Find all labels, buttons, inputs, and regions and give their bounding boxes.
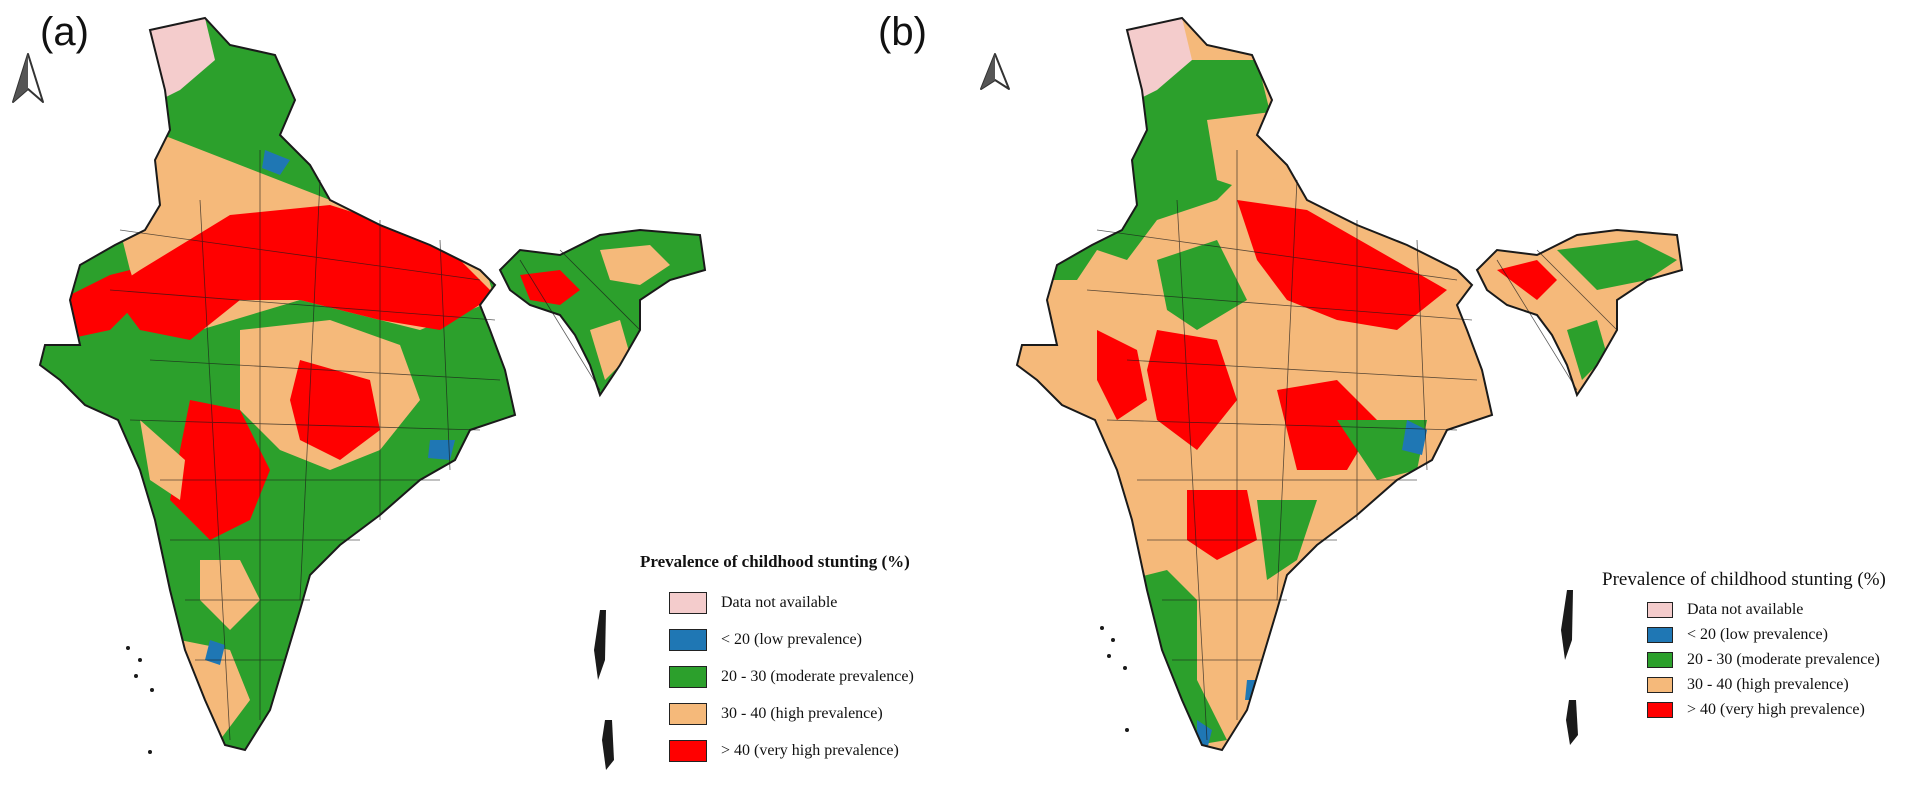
legend: Prevalence of childhood stunting (%) Dat… — [1602, 569, 1886, 722]
legend-label: 30 - 40 (high prevalence) — [721, 704, 883, 722]
north-arrow-icon — [12, 53, 44, 103]
india-district-map-b — [1016, 17, 1683, 751]
panel-label: (a) — [40, 10, 89, 54]
legend-item-low: < 20 (low prevalence) — [669, 621, 914, 658]
legend-swatch — [669, 739, 707, 762]
north-arrow-icon — [980, 53, 1010, 90]
legend-item-high: 30 - 40 (high prevalence) — [1647, 672, 1886, 697]
islands-b — [1100, 590, 1578, 745]
legend-swatch — [1647, 651, 1673, 668]
legend-label: 20 - 30 (moderate prevalence) — [721, 667, 914, 685]
legend-item-moderate: 20 - 30 (moderate prevalence) — [1647, 647, 1886, 672]
legend-item-na: Data not available — [669, 584, 914, 621]
legend-item-na: Data not available — [1647, 597, 1886, 622]
legend-swatch — [669, 665, 707, 688]
india-district-map-a — [39, 17, 706, 770]
district-boundaries-b — [1086, 150, 1618, 741]
legend-item-very-high: > 40 (very high prevalence) — [669, 732, 914, 769]
legend-item-high: 30 - 40 (high prevalence) — [669, 695, 914, 732]
legend-swatch — [669, 591, 707, 614]
legend-label: > 40 (very high prevalence) — [721, 741, 899, 759]
legend-label: 30 - 40 (high prevalence) — [1687, 675, 1849, 693]
legend-item-low: < 20 (low prevalence) — [1647, 622, 1886, 647]
legend: Prevalence of childhood stunting (%) Dat… — [640, 552, 914, 769]
legend-swatch — [1647, 626, 1673, 643]
legend-title: Prevalence of childhood stunting (%) — [1602, 569, 1886, 590]
legend-label: Data not available — [721, 593, 838, 611]
district-boundaries-a — [109, 150, 641, 741]
islands-a — [126, 610, 614, 770]
legend-swatch — [1647, 601, 1673, 618]
legend-label: 20 - 30 (moderate prevalence) — [1687, 650, 1880, 668]
legend-item-very-high: > 40 (very high prevalence) — [1647, 697, 1886, 722]
legend-label: < 20 (low prevalence) — [721, 630, 862, 648]
panel-label: (b) — [878, 10, 927, 54]
legend-swatch — [1647, 701, 1673, 718]
legend-title: Prevalence of childhood stunting (%) — [640, 552, 910, 571]
map-panel-b: (b) — [878, 0, 1914, 795]
legend-swatch — [669, 702, 707, 725]
legend-label: Data not available — [1687, 600, 1804, 618]
legend-swatch — [1647, 676, 1673, 693]
legend-label: > 40 (very high prevalence) — [1687, 700, 1865, 718]
map-panel-a: (a) — [12, 10, 914, 770]
legend-item-moderate: 20 - 30 (moderate prevalence) — [669, 658, 914, 695]
legend-swatch — [669, 628, 707, 651]
legend-label: < 20 (low prevalence) — [1687, 625, 1828, 643]
